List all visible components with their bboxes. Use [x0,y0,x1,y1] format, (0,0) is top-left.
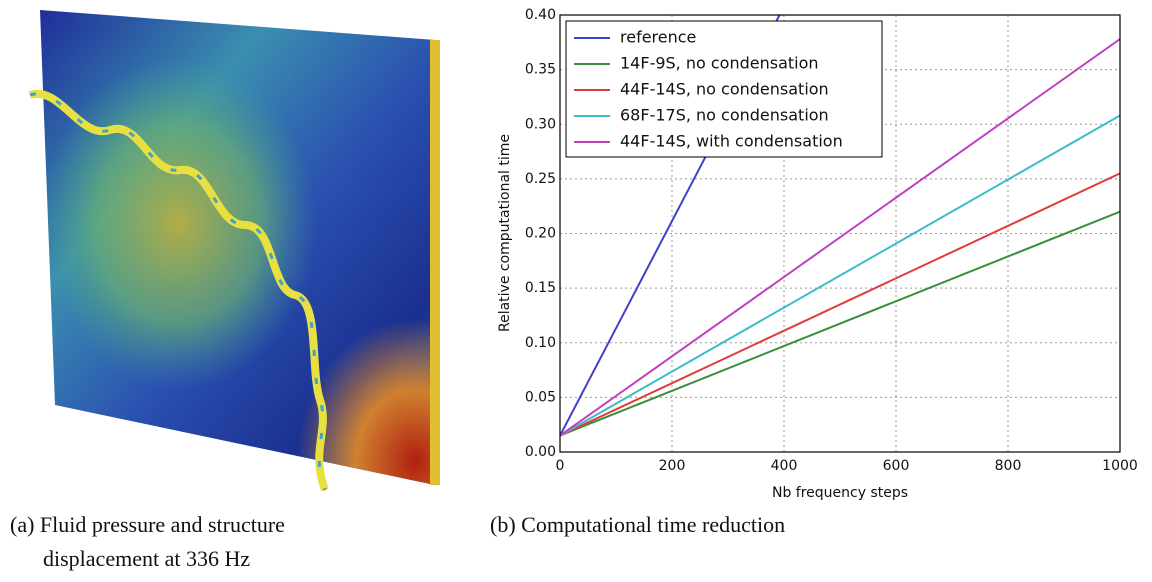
y-tick-label: 0.00 [525,444,556,460]
simulation-image [28,10,440,492]
x-tick-label: 0 [556,458,565,474]
y-tick-label: 0.35 [525,62,556,78]
series-line [560,172,1120,437]
plot: 0.00 0.05 0.10 0.15 0.20 0.25 0.30 0.35 0.40 0 200… [525,7,1138,474]
legend-box [565,20,883,158]
y-tick-label: 0.25 [525,171,556,187]
axes-frame [559,14,1121,453]
y-tick-label: 0.20 [525,226,556,242]
y-tick-label: 0.05 [525,389,556,405]
x-tick-label: 200 [659,458,686,474]
x-tick-label: 1000 [1102,458,1138,474]
legend-label: 44F-14S, no condensation [620,80,829,99]
y-tick-label: 0.10 [525,335,556,351]
y-tick-label: 0.15 [525,280,556,296]
series-line [560,38,1120,437]
x-tick-label: 600 [883,458,910,474]
y-axis-label: Relative computational time [497,134,513,332]
chart-caption: (b) Computational time reduction [490,512,785,537]
x-tick-label: 800 [995,458,1022,474]
x-axis-label: Nb frequency steps [772,485,908,501]
legend: reference 14F-9S, no condensation 44F-14S,… [565,20,883,158]
series-line [560,210,1120,437]
legend-label: 68F-17S, no condensation [620,106,829,125]
image-caption: (a) Fluid pressure and structure [10,512,285,537]
legend-label: 14F-9S, no condensation [620,54,819,73]
y-tick-label: 0.30 [525,116,556,132]
series-line [560,114,1120,437]
image-caption: displacement at 336 Hz [43,546,250,571]
x-tick-label: 400 [771,458,798,474]
legend-label: 44F-14S, with condensation [620,132,843,151]
y-tick-label: 0.40 [525,7,556,23]
legend-label: reference [620,28,696,47]
